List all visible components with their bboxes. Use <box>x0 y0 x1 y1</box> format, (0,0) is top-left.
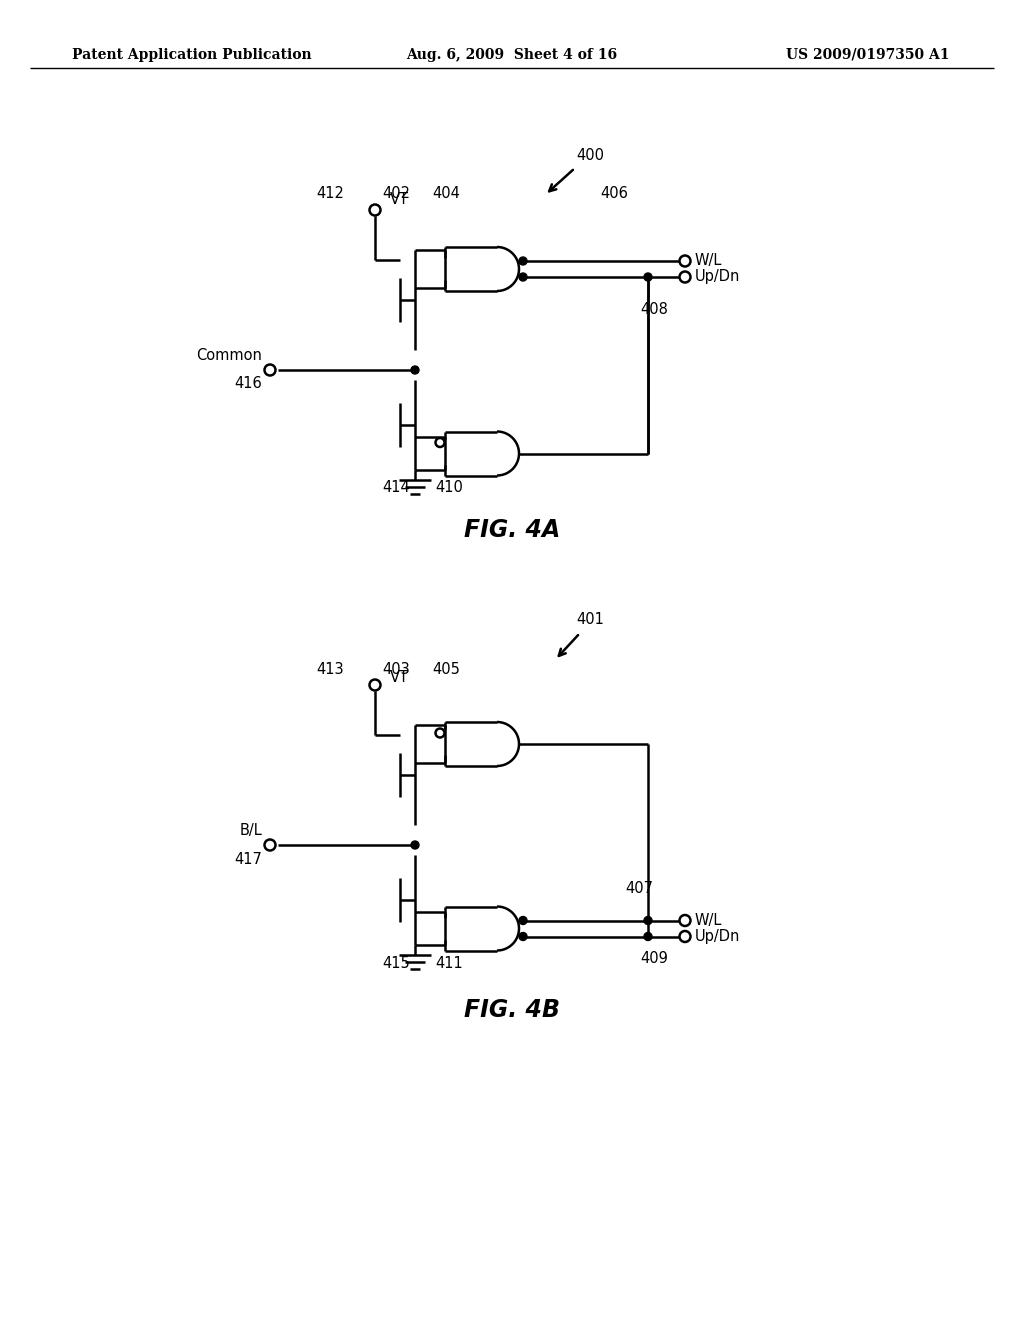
Text: VT: VT <box>390 193 409 207</box>
Text: VT: VT <box>390 669 409 685</box>
Circle shape <box>411 841 419 849</box>
Text: 413: 413 <box>316 661 344 676</box>
Text: FIG. 4A: FIG. 4A <box>464 517 560 543</box>
Text: Aug. 6, 2009  Sheet 4 of 16: Aug. 6, 2009 Sheet 4 of 16 <box>407 48 617 62</box>
Text: B/L: B/L <box>240 824 262 838</box>
Text: 408: 408 <box>640 301 668 317</box>
Circle shape <box>644 916 652 924</box>
Text: Up/Dn: Up/Dn <box>695 269 740 285</box>
Circle shape <box>370 680 381 690</box>
Circle shape <box>644 273 652 281</box>
Circle shape <box>435 438 444 447</box>
Text: 406: 406 <box>600 186 628 202</box>
Circle shape <box>519 273 527 281</box>
Circle shape <box>680 256 690 267</box>
Text: US 2009/0197350 A1: US 2009/0197350 A1 <box>786 48 950 62</box>
Text: FIG. 4B: FIG. 4B <box>464 998 560 1022</box>
Text: Patent Application Publication: Patent Application Publication <box>72 48 311 62</box>
Circle shape <box>264 364 275 375</box>
Circle shape <box>519 932 527 940</box>
Text: 410: 410 <box>435 480 463 495</box>
Text: W/L: W/L <box>695 913 722 928</box>
Text: 405: 405 <box>432 661 460 676</box>
Circle shape <box>435 729 444 738</box>
Text: 404: 404 <box>432 186 460 202</box>
Circle shape <box>519 916 527 924</box>
Circle shape <box>680 272 690 282</box>
Text: 416: 416 <box>234 376 262 392</box>
Text: Up/Dn: Up/Dn <box>695 929 740 944</box>
Circle shape <box>680 915 690 927</box>
Text: Common: Common <box>197 348 262 363</box>
Circle shape <box>680 931 690 942</box>
Text: 409: 409 <box>640 950 668 966</box>
Circle shape <box>644 932 652 940</box>
Text: 400: 400 <box>575 148 604 162</box>
Circle shape <box>519 257 527 265</box>
Text: 403: 403 <box>382 661 410 676</box>
Text: W/L: W/L <box>695 253 722 268</box>
Circle shape <box>411 366 419 374</box>
Text: 407: 407 <box>625 880 653 896</box>
Circle shape <box>370 205 381 215</box>
Text: 415: 415 <box>382 956 410 970</box>
Circle shape <box>264 840 275 850</box>
Text: 414: 414 <box>382 480 410 495</box>
Text: 401: 401 <box>577 612 604 627</box>
Text: 402: 402 <box>382 186 410 202</box>
Text: 412: 412 <box>316 186 344 202</box>
Text: 417: 417 <box>234 851 262 866</box>
Text: 411: 411 <box>435 956 463 970</box>
